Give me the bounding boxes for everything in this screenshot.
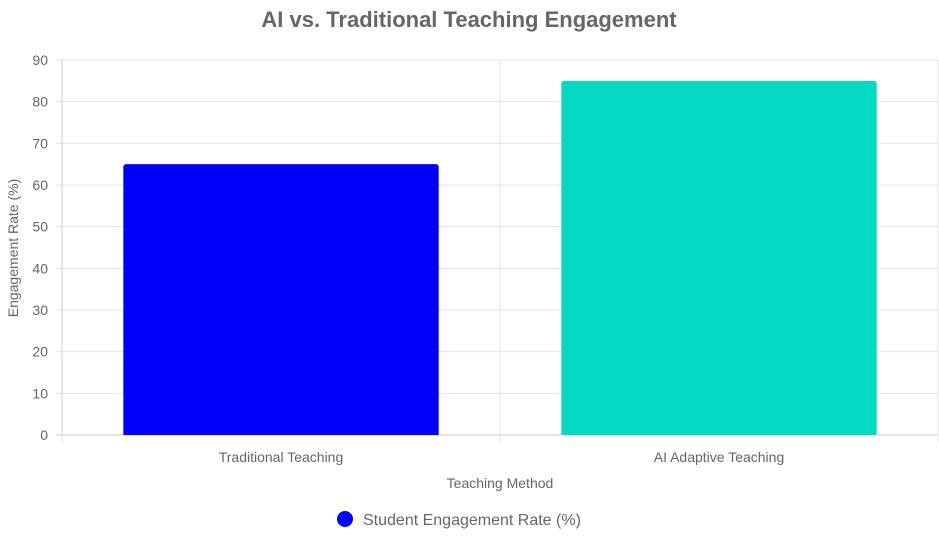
y-tick-label: 80 xyxy=(32,94,48,110)
y-tick-label: 30 xyxy=(32,302,48,318)
chart-title: AI vs. Traditional Teaching Engagement xyxy=(261,7,677,32)
bar xyxy=(561,80,877,435)
y-tick-label: 90 xyxy=(32,52,48,68)
x-tick-label: Traditional Teaching xyxy=(219,449,344,465)
x-tick-label: AI Adaptive Teaching xyxy=(654,449,785,465)
y-axis-label: Engagement Rate (%) xyxy=(5,179,21,318)
y-tick-label: 0 xyxy=(40,427,48,443)
y-tick-label: 20 xyxy=(32,344,48,360)
bar xyxy=(123,164,439,435)
y-tick-label: 10 xyxy=(32,385,48,401)
y-tick-label: 40 xyxy=(32,260,48,276)
y-tick-label: 50 xyxy=(32,219,48,235)
y-tick-label: 60 xyxy=(32,177,48,193)
y-tick-label: 70 xyxy=(32,135,48,151)
legend-marker xyxy=(337,511,353,527)
x-axis-label: Teaching Method xyxy=(447,475,554,491)
legend-label: Student Engagement Rate (%) xyxy=(363,512,581,529)
